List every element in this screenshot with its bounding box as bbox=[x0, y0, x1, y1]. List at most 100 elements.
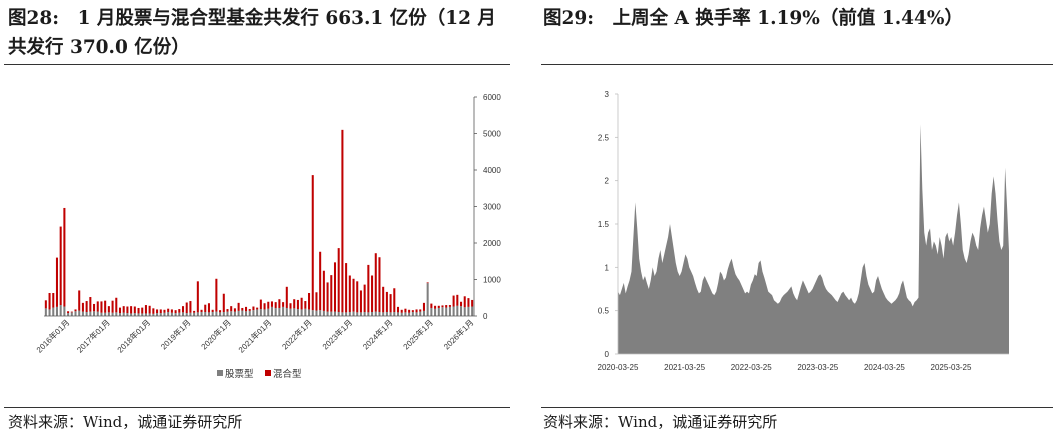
bar-stock bbox=[400, 312, 403, 316]
bar-stock bbox=[63, 306, 66, 316]
bar-stock bbox=[393, 311, 396, 316]
bar-stock bbox=[430, 307, 433, 316]
bar-stock bbox=[230, 311, 233, 316]
bar-mixed bbox=[311, 175, 314, 311]
bar-mixed bbox=[319, 251, 322, 311]
bar-stock bbox=[319, 310, 322, 316]
bar-mixed bbox=[422, 302, 425, 311]
bar-mixed bbox=[411, 310, 414, 312]
bar-mixed bbox=[263, 303, 266, 310]
bar-mixed bbox=[230, 306, 233, 312]
bar-mixed bbox=[374, 253, 377, 312]
bar-stock bbox=[200, 311, 203, 316]
bar-mixed bbox=[367, 264, 370, 313]
bar-stock bbox=[67, 313, 70, 316]
x-tick-label: 2023年1月 bbox=[320, 317, 354, 351]
y-tick-label: 2 bbox=[605, 177, 610, 186]
x-tick-label: 2021-03-25 bbox=[664, 363, 705, 372]
bar-mixed bbox=[44, 300, 47, 309]
bar-stock bbox=[170, 312, 173, 316]
bar-stock bbox=[100, 312, 103, 316]
x-tick-label: 2025年1月 bbox=[401, 317, 435, 351]
bar-stock bbox=[81, 311, 84, 316]
bar-stock bbox=[382, 312, 385, 316]
bar-mixed bbox=[308, 293, 311, 310]
bar-stock bbox=[74, 311, 77, 316]
bar-stock bbox=[104, 312, 107, 316]
bar-stock bbox=[52, 307, 55, 316]
bar-mixed bbox=[426, 282, 429, 284]
bar-mixed bbox=[315, 292, 318, 311]
bar-stock bbox=[322, 310, 325, 316]
bar-stock bbox=[434, 308, 437, 316]
fund-issuance-bar-chart: 0 1000 2000 3000 4000 5000 6000 2016年01月 2017年01… bbox=[34, 93, 501, 380]
y-tick-label: 4000 bbox=[483, 166, 501, 175]
bar-mixed bbox=[181, 306, 185, 313]
y-tick-label: 1 bbox=[605, 263, 610, 272]
bar-mixed bbox=[55, 257, 58, 307]
bar-mixed bbox=[81, 302, 84, 312]
bar-mixed bbox=[118, 307, 122, 314]
bar-mixed bbox=[63, 207, 66, 307]
bar-mixed bbox=[144, 305, 147, 314]
x-tick-label: 2025-03-25 bbox=[931, 363, 972, 372]
bar-mixed bbox=[163, 309, 166, 313]
bar-stock bbox=[211, 311, 214, 316]
bar-stock bbox=[174, 313, 177, 316]
x-tick-label: 2019年1月 bbox=[158, 317, 192, 351]
bar-mixed bbox=[460, 301, 463, 307]
bar-stock bbox=[93, 311, 96, 316]
bar-mixed bbox=[67, 311, 70, 314]
bar-stock bbox=[348, 311, 351, 316]
x-tick-label: 2017年01月 bbox=[75, 317, 112, 354]
legend-swatch-stock bbox=[217, 370, 223, 376]
bar-mixed bbox=[371, 275, 374, 312]
bar-stock bbox=[215, 311, 218, 316]
bar-stock bbox=[148, 313, 151, 316]
bar-mixed bbox=[296, 299, 299, 310]
bar-stock bbox=[445, 307, 448, 316]
bar-mixed bbox=[326, 282, 329, 312]
bar-mixed bbox=[385, 291, 388, 312]
bar-mixed bbox=[471, 299, 474, 307]
bar-stock bbox=[308, 309, 311, 316]
bar-stock bbox=[126, 313, 129, 316]
bar-mixed bbox=[434, 305, 437, 309]
bar-mixed bbox=[452, 295, 455, 307]
bar-stock bbox=[345, 312, 348, 316]
bar-mixed bbox=[126, 306, 129, 314]
bar-stock bbox=[371, 311, 374, 316]
bar-mixed bbox=[441, 305, 444, 308]
bar-stock bbox=[333, 311, 337, 316]
bar-mixed bbox=[226, 309, 229, 312]
bar-stock bbox=[233, 311, 236, 316]
bar-stock bbox=[293, 308, 296, 316]
bar-mixed bbox=[159, 309, 162, 314]
bar-stock bbox=[144, 313, 147, 316]
bar-mixed bbox=[389, 294, 392, 313]
bar-mixed bbox=[415, 309, 418, 313]
bar-stock bbox=[311, 310, 314, 316]
bar-stock bbox=[181, 312, 185, 316]
bar-mixed bbox=[300, 297, 303, 310]
bar-mixed bbox=[141, 307, 144, 314]
bar-stock bbox=[196, 312, 199, 316]
bar-mixed bbox=[78, 290, 81, 311]
bar-stock bbox=[359, 312, 362, 316]
bar-stock bbox=[441, 307, 444, 316]
bar-mixed bbox=[85, 301, 88, 312]
bar-stock bbox=[374, 311, 377, 316]
bar-mixed bbox=[233, 308, 236, 312]
bar-mixed bbox=[270, 301, 273, 307]
bar-stock bbox=[408, 312, 411, 316]
bar-stock bbox=[471, 306, 474, 316]
bar-stock bbox=[296, 309, 299, 316]
bar-stock bbox=[422, 310, 425, 316]
bar-mixed bbox=[200, 309, 203, 312]
bar-stock bbox=[267, 308, 270, 316]
bar-stock bbox=[185, 313, 188, 316]
bar-stock bbox=[226, 311, 229, 316]
bar-mixed bbox=[215, 278, 218, 312]
bar-stock bbox=[130, 313, 133, 316]
right-figure-title: 图29: 上周全 A 换手率 1.19%（前值 1.44%） bbox=[543, 8, 963, 29]
